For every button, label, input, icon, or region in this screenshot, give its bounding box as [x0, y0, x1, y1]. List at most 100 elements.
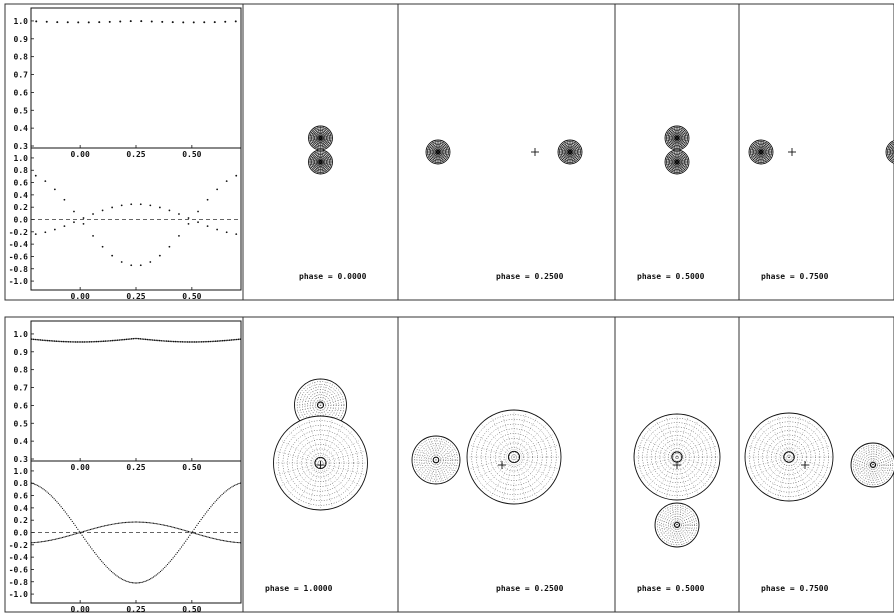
- rv-curve-ytick-label: -0.4: [9, 240, 28, 249]
- rv-primary-point: [150, 522, 152, 524]
- rv-secondary-point: [148, 578, 150, 581]
- light-curve-xtick-label: 0.25: [126, 463, 145, 472]
- light-curve-point: [169, 340, 171, 343]
- secondary-star: [850, 442, 894, 488]
- rv-primary-point: [138, 521, 141, 523]
- light-curve-point: [120, 339, 122, 341]
- light-curve-point: [45, 339, 47, 342]
- light-curve-point: [155, 339, 157, 342]
- rv-primary-point: [68, 534, 71, 537]
- rv-primary-point: [216, 228, 219, 231]
- rv-secondary-point: [171, 559, 173, 561]
- light-curve-point: [132, 337, 135, 340]
- rv-secondary-point: [151, 577, 153, 579]
- light-curve-point: [90, 340, 93, 343]
- rv-primary-point: [60, 537, 62, 539]
- primary-star-meridian: [750, 434, 828, 480]
- light-curve-point: [167, 340, 170, 343]
- rv-primary-point: [50, 539, 52, 541]
- rv-primary-point: [130, 521, 132, 523]
- row-frame: [4, 316, 894, 613]
- rv-primary-point: [106, 524, 108, 526]
- rv-secondary-point: [88, 544, 90, 546]
- rv-primary-point: [158, 206, 161, 209]
- rv-primary-point: [214, 538, 216, 540]
- rv-curve-xtick-label: 0.25: [126, 292, 145, 301]
- rv-primary-point: [227, 540, 229, 542]
- rv-secondary-point: [197, 210, 199, 213]
- rv-secondary-point: [112, 572, 114, 574]
- light-curve-point: [88, 341, 91, 343]
- rv-primary-point: [127, 521, 129, 523]
- light-curve-point: [77, 21, 80, 24]
- rv-primary-point: [74, 533, 76, 535]
- rv-primary-point: [197, 221, 199, 224]
- primary-star-meridian: [665, 158, 689, 166]
- rv-primary-point: [159, 523, 162, 526]
- star-left-pole: [436, 150, 440, 154]
- center-of-mass-marker: [788, 148, 796, 156]
- light-curve-point: [162, 340, 164, 342]
- light-curve-ytick-label: 0.9: [14, 348, 29, 357]
- rv-primary-point: [126, 521, 128, 523]
- light-curve-xtick-label: 0.25: [126, 150, 145, 159]
- rv-secondary-point: [66, 513, 68, 515]
- primary-star-contour: [480, 423, 548, 491]
- rv-curve-ytick-label: 0.2: [14, 516, 29, 525]
- rv-primary-point: [101, 525, 103, 528]
- light-curve-point: [232, 339, 234, 341]
- rv-secondary-point: [120, 578, 122, 580]
- light-curve-point: [190, 341, 192, 343]
- rv-secondary-point: [138, 582, 141, 584]
- primary-star-meridian: [308, 158, 333, 166]
- rv-secondary-point: [101, 245, 104, 248]
- rv-primary-point: [187, 530, 190, 533]
- rv-secondary-point: [38, 485, 40, 487]
- rv-secondary-point: [57, 502, 59, 504]
- secondary-star-meridian: [665, 134, 689, 142]
- rv-secondary-point: [35, 484, 37, 486]
- rv-secondary-point: [161, 569, 163, 571]
- orbit-panel-2: phase = 0.5000: [633, 413, 721, 593]
- rv-secondary-point: [116, 575, 118, 577]
- rv-secondary-point: [192, 530, 194, 532]
- rv-primary-point: [73, 533, 75, 535]
- star-right-meridian: [889, 155, 894, 161]
- secondary-star-contour: [414, 438, 458, 482]
- secondary-star: [664, 125, 690, 151]
- light-curve-point: [157, 339, 159, 342]
- rv-curve-ytick-label: -0.6: [9, 252, 28, 261]
- rv-primary-point: [54, 538, 57, 540]
- rv-curve-ytick-label: -0.2: [9, 228, 28, 237]
- light-curve-ytick-label: 0.8: [14, 53, 29, 62]
- secondary-star-meridian: [655, 519, 699, 531]
- rv-primary-point: [71, 534, 73, 536]
- light-curve-ytick-label: 0.6: [14, 401, 29, 410]
- rv-primary-point: [103, 525, 106, 527]
- rv-secondary-point: [199, 520, 201, 523]
- rv-secondary-point: [111, 254, 114, 257]
- light-curve-ytick-label: 0.3: [14, 142, 29, 151]
- rv-primary-point: [95, 527, 97, 529]
- rv-primary-point: [115, 523, 117, 525]
- rv-primary-point: [206, 225, 209, 227]
- rv-secondary-point: [228, 488, 230, 490]
- light-curve-point: [66, 340, 68, 343]
- orbit-panel-3: phase = 0.7500: [744, 412, 894, 593]
- light-curve-ytick-label: 0.5: [14, 419, 29, 428]
- rv-primary-point: [130, 203, 133, 206]
- secondary-star-meridian: [671, 503, 683, 547]
- rv-primary-point: [168, 525, 170, 527]
- rv-primary-point: [162, 524, 164, 526]
- light-curve-point: [130, 338, 133, 340]
- light-curve-point: [199, 341, 201, 343]
- light-curve-ytick-label: 0.7: [14, 71, 29, 80]
- rv-secondary-point: [218, 496, 220, 498]
- light-curve-point: [94, 340, 96, 343]
- rv-secondary-point: [94, 551, 96, 554]
- rv-primary-point: [147, 522, 149, 524]
- rv-secondary-point: [208, 507, 211, 510]
- row-frame: [4, 3, 894, 301]
- rv-primary-point: [199, 534, 201, 536]
- primary-star: [744, 412, 834, 502]
